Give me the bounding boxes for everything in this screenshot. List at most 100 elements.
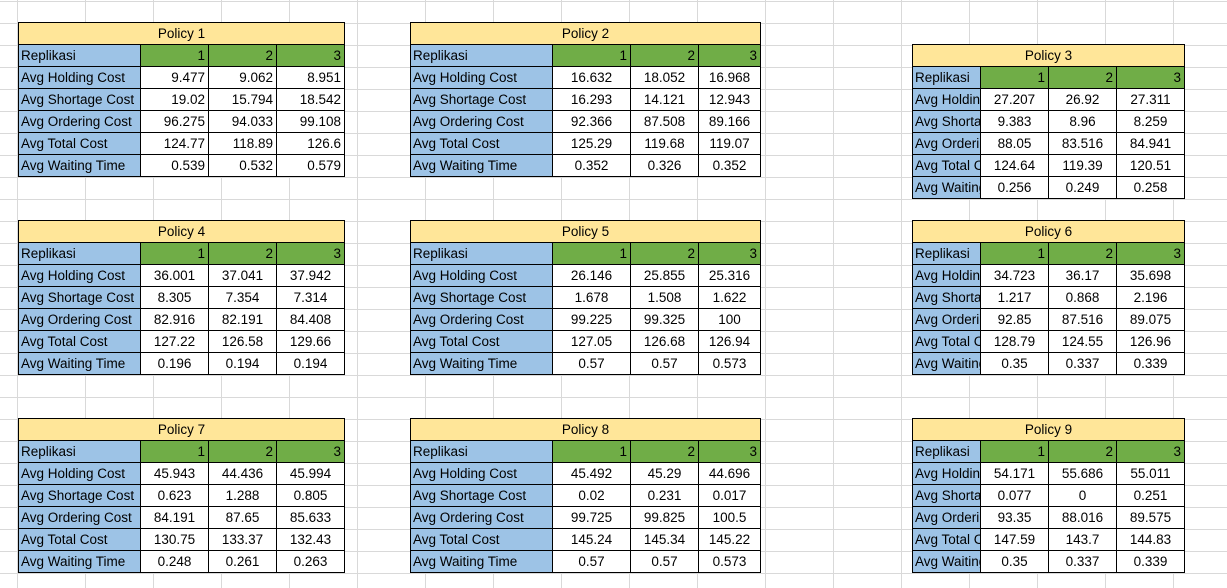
value-cell[interactable]: 87.516 [1048, 308, 1117, 331]
metric-label-cell[interactable]: Avg Holding Cost [410, 462, 553, 485]
value-cell[interactable]: 132.43 [276, 528, 345, 551]
value-cell[interactable]: 89.075 [1116, 308, 1185, 331]
value-cell[interactable]: 16.968 [698, 66, 761, 89]
value-cell[interactable]: 143.7 [1048, 528, 1117, 551]
value-cell[interactable]: 8.259 [1116, 110, 1185, 133]
value-cell[interactable]: 144.83 [1116, 528, 1185, 551]
replication-number-cell[interactable]: 2 [208, 242, 277, 265]
metric-label-cell[interactable]: Avg Holding Cost [410, 66, 553, 89]
replication-number-cell[interactable]: 1 [980, 440, 1049, 463]
replikasi-header-cell[interactable]: Replikasi [18, 242, 141, 265]
value-cell[interactable]: 27.311 [1116, 88, 1185, 111]
metric-label-cell[interactable]: Avg Waiting Time [410, 352, 553, 375]
metric-label-cell[interactable]: Avg Ordering Cost [18, 506, 141, 529]
value-cell[interactable]: 145.22 [698, 528, 761, 551]
value-cell[interactable]: 127.05 [552, 330, 631, 353]
value-cell[interactable]: 9.383 [980, 110, 1049, 133]
replication-number-cell[interactable]: 2 [208, 440, 277, 463]
metric-label-cell[interactable]: Avg Waiting Time [912, 352, 981, 375]
replikasi-header-cell[interactable]: Replikasi [912, 66, 981, 89]
value-cell[interactable]: 9.062 [208, 66, 277, 89]
value-cell[interactable]: 0.337 [1048, 352, 1117, 375]
metric-label-cell[interactable]: Avg Shortage Cost [18, 484, 141, 507]
value-cell[interactable]: 0.194 [276, 352, 345, 375]
metric-label-cell[interactable]: Avg Shortage Cost [18, 88, 141, 111]
value-cell[interactable]: 0.57 [630, 352, 699, 375]
value-cell[interactable]: 0.263 [276, 550, 345, 573]
replication-number-cell[interactable]: 1 [140, 242, 209, 265]
value-cell[interactable]: 0.02 [552, 484, 631, 507]
value-cell[interactable]: 25.316 [698, 264, 761, 287]
metric-label-cell[interactable]: Avg Ordering Cost [912, 308, 981, 331]
value-cell[interactable]: 37.942 [276, 264, 345, 287]
value-cell[interactable]: 25.855 [630, 264, 699, 287]
value-cell[interactable]: 145.24 [552, 528, 631, 551]
replikasi-header-cell[interactable]: Replikasi [410, 242, 553, 265]
value-cell[interactable]: 0.579 [276, 154, 345, 177]
value-cell[interactable]: 45.943 [140, 462, 209, 485]
value-cell[interactable]: 7.354 [208, 286, 277, 309]
metric-label-cell[interactable]: Avg Total Cost [18, 330, 141, 353]
metric-label-cell[interactable]: Avg Waiting Time [18, 550, 141, 573]
metric-label-cell[interactable]: Avg Ordering Cost [410, 110, 553, 133]
value-cell[interactable]: 0.258 [1116, 176, 1185, 199]
value-cell[interactable]: 18.052 [630, 66, 699, 89]
metric-label-cell[interactable]: Avg Waiting Time [18, 352, 141, 375]
metric-label-cell[interactable]: Avg Ordering Cost [912, 132, 981, 155]
value-cell[interactable]: 127.22 [140, 330, 209, 353]
value-cell[interactable]: 54.171 [980, 462, 1049, 485]
value-cell[interactable]: 82.916 [140, 308, 209, 331]
value-cell[interactable]: 85.633 [276, 506, 345, 529]
metric-label-cell[interactable]: Avg Shortage Cost [18, 286, 141, 309]
value-cell[interactable]: 27.207 [980, 88, 1049, 111]
metric-label-cell[interactable]: Avg Shortage Cost [912, 484, 981, 507]
value-cell[interactable]: 125.29 [552, 132, 631, 155]
value-cell[interactable]: 35.698 [1116, 264, 1185, 287]
policy-title-cell[interactable]: Policy 1 [18, 22, 345, 45]
value-cell[interactable]: 88.016 [1048, 506, 1117, 529]
metric-label-cell[interactable]: Avg Shortage Cost [912, 286, 981, 309]
value-cell[interactable]: 12.943 [698, 88, 761, 111]
value-cell[interactable]: 126.94 [698, 330, 761, 353]
value-cell[interactable]: 14.121 [630, 88, 699, 111]
value-cell[interactable]: 0.077 [980, 484, 1049, 507]
value-cell[interactable]: 1.678 [552, 286, 631, 309]
value-cell[interactable]: 1.217 [980, 286, 1049, 309]
value-cell[interactable]: 128.79 [980, 330, 1049, 353]
value-cell[interactable]: 0.35 [980, 550, 1049, 573]
value-cell[interactable]: 87.65 [208, 506, 277, 529]
replication-number-cell[interactable]: 2 [630, 242, 699, 265]
value-cell[interactable]: 36.001 [140, 264, 209, 287]
value-cell[interactable]: 99.325 [630, 308, 699, 331]
metric-label-cell[interactable]: Avg Total Cost [912, 528, 981, 551]
replication-number-cell[interactable]: 1 [552, 44, 631, 67]
metric-label-cell[interactable]: Avg Waiting Time [912, 550, 981, 573]
value-cell[interactable]: 89.575 [1116, 506, 1185, 529]
value-cell[interactable]: 129.66 [276, 330, 345, 353]
value-cell[interactable]: 1.508 [630, 286, 699, 309]
value-cell[interactable]: 100.5 [698, 506, 761, 529]
policy-title-cell[interactable]: Policy 6 [912, 220, 1185, 243]
value-cell[interactable]: 0.57 [552, 550, 631, 573]
metric-label-cell[interactable]: Avg Shortage Cost [912, 110, 981, 133]
replication-number-cell[interactable]: 3 [276, 440, 345, 463]
value-cell[interactable]: 94.033 [208, 110, 277, 133]
value-cell[interactable]: 55.686 [1048, 462, 1117, 485]
value-cell[interactable]: 37.041 [208, 264, 277, 287]
value-cell[interactable]: 82.191 [208, 308, 277, 331]
metric-label-cell[interactable]: Avg Holding Cost [18, 66, 141, 89]
value-cell[interactable]: 15.794 [208, 88, 277, 111]
metric-label-cell[interactable]: Avg Holding Cost [18, 264, 141, 287]
policy-title-cell[interactable]: Policy 5 [410, 220, 761, 243]
value-cell[interactable]: 100 [698, 308, 761, 331]
value-cell[interactable]: 130.75 [140, 528, 209, 551]
value-cell[interactable]: 0.532 [208, 154, 277, 177]
value-cell[interactable]: 0.017 [698, 484, 761, 507]
value-cell[interactable]: 8.305 [140, 286, 209, 309]
replication-number-cell[interactable]: 2 [1048, 242, 1117, 265]
value-cell[interactable]: 0.194 [208, 352, 277, 375]
replication-number-cell[interactable]: 3 [1116, 242, 1185, 265]
metric-label-cell[interactable]: Avg Holding Cost [912, 88, 981, 111]
metric-label-cell[interactable]: Avg Total Cost [912, 330, 981, 353]
replication-number-cell[interactable]: 2 [1048, 440, 1117, 463]
